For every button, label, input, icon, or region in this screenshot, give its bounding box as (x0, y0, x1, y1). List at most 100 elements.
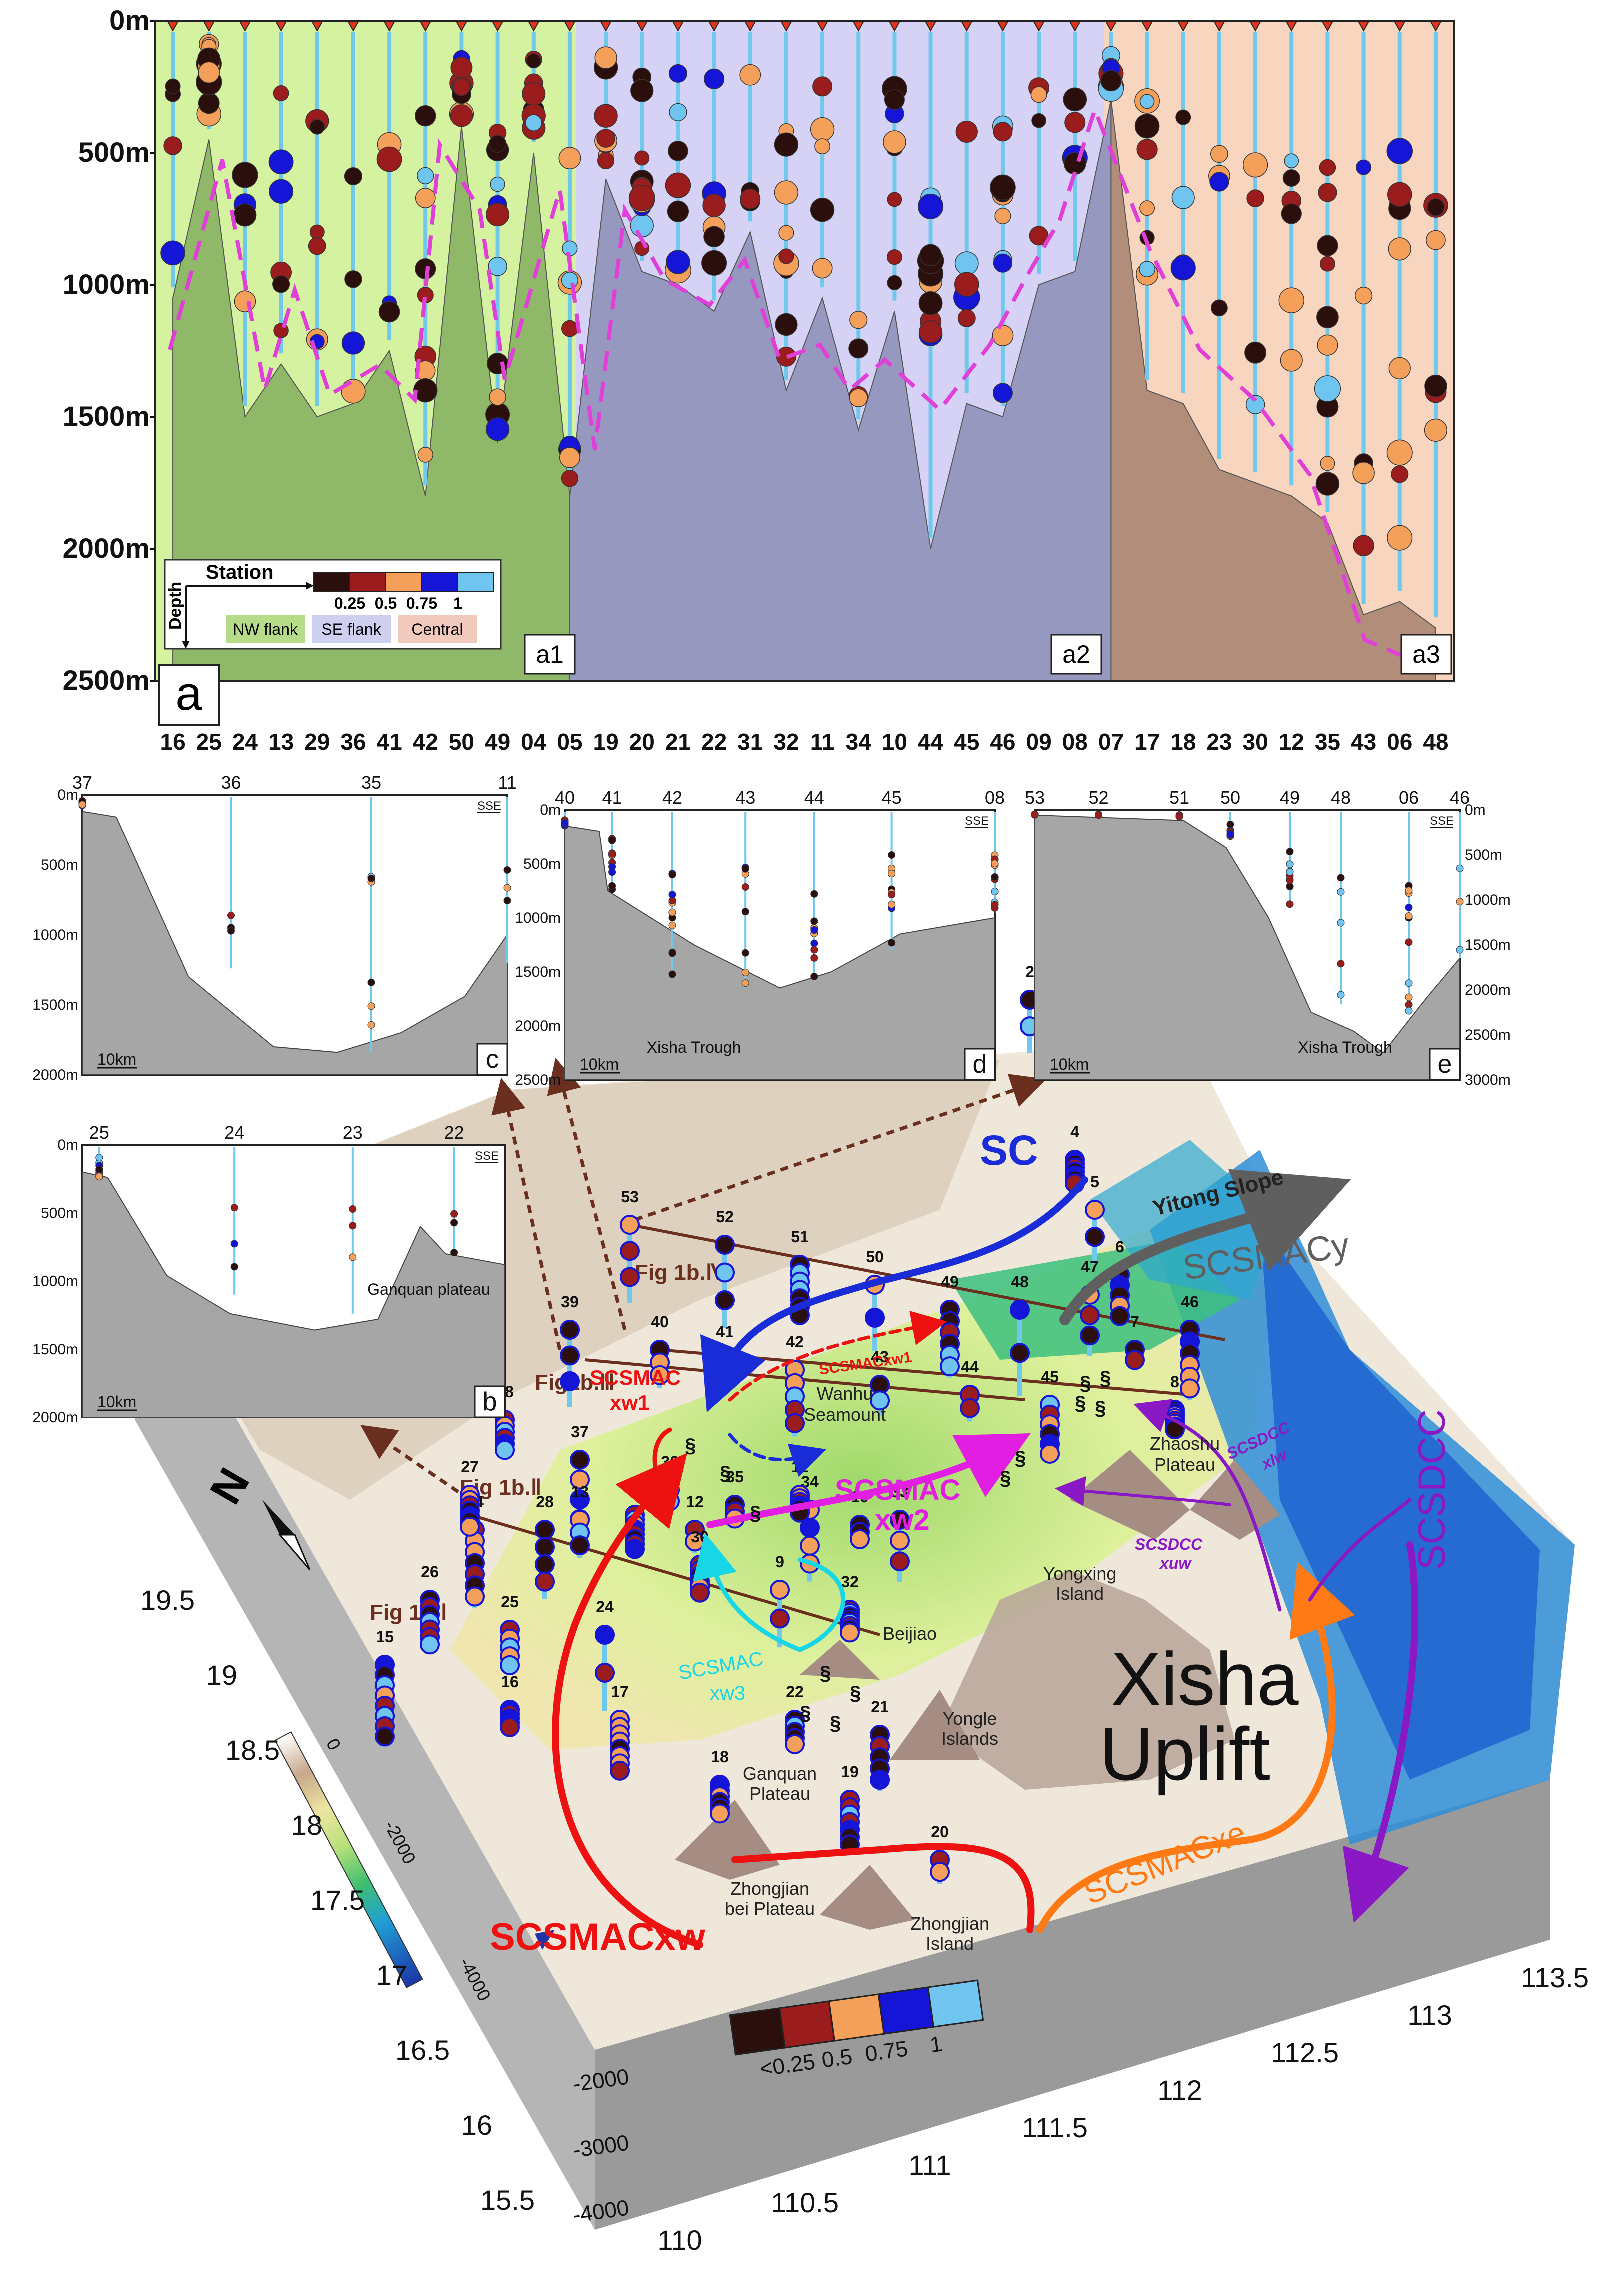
inset-seafloor (82, 1172, 506, 1418)
inset-sample (504, 897, 512, 905)
inset-sample (1031, 810, 1039, 818)
a-sample-point (992, 324, 1014, 346)
map-legend-swatch (927, 1980, 984, 2028)
map-title-uplift: Uplift (1100, 1712, 1270, 1796)
a-sample-point (272, 276, 290, 294)
a-station-label: 32 (774, 729, 799, 755)
a-sample-point (887, 275, 902, 290)
map-sample (570, 1490, 590, 1510)
inset-sample (888, 851, 896, 859)
legend-central (398, 615, 477, 643)
a-sample-point (1356, 160, 1372, 176)
a-sample-point (1211, 300, 1228, 317)
inset-depth-label: 3000m (1465, 1072, 1511, 1088)
a-station-label: 49 (485, 729, 510, 755)
inset-sample (349, 1254, 357, 1262)
a-sample-point (1424, 374, 1448, 398)
a-sample-point (667, 200, 690, 222)
map-sample (715, 1262, 735, 1283)
a-sample-point (887, 192, 902, 208)
a-sample-point (1387, 525, 1413, 551)
a-station-marker (924, 22, 937, 32)
a-sample-point (740, 64, 762, 86)
a-station-label: 46 (990, 729, 1016, 755)
a-station-label: 30 (1242, 729, 1268, 755)
a-sample-point (1210, 172, 1230, 192)
a-station-marker (1033, 22, 1045, 32)
inset-scale-bar: 10km (98, 1393, 136, 1411)
map-station-label: 13 (571, 1483, 589, 1501)
a-sample-point (668, 141, 688, 162)
inset-sample (742, 883, 750, 891)
a-station-label: 25 (196, 729, 222, 755)
map-sample (500, 1655, 520, 1676)
a-sample-point (1353, 535, 1374, 556)
map-station-label: 28 (536, 1493, 554, 1511)
a-sample-point (774, 180, 799, 205)
map-station-label: 26 (421, 1563, 439, 1581)
a-sample-point (1172, 186, 1195, 210)
map-station-label: 53 (621, 1188, 639, 1206)
map-station-label: 6 (1116, 1238, 1124, 1256)
inset-sample (1286, 900, 1294, 908)
a-station-marker (636, 22, 648, 32)
map-station-label: 36 (661, 1453, 679, 1471)
a-station-marker (167, 22, 179, 32)
map-station-label: 30 (691, 1528, 709, 1546)
inset-sample (1337, 991, 1345, 999)
inset-sample (810, 940, 818, 948)
lat-tick: 16.5 (396, 2034, 450, 2066)
map-station-label: 35 (726, 1468, 744, 1486)
place-zhaoshu: Zhaoshu (1150, 1434, 1220, 1454)
a-sample-point (630, 79, 654, 102)
inset-depth-label: 1000m (32, 1274, 78, 1290)
a-station-marker (600, 22, 612, 32)
map-station-label: 18 (711, 1748, 729, 1766)
map-sample (770, 1580, 790, 1600)
a-sample-point (1354, 286, 1373, 305)
map-station-label: 15 (376, 1628, 394, 1646)
a-sample-point (1064, 152, 1086, 175)
a-legend-swatch (422, 572, 458, 592)
inset-depth-label: 1500m (32, 997, 78, 1014)
map-sample (535, 1554, 555, 1575)
inset-seafloor (1034, 814, 1460, 1080)
a-sample-point (1244, 342, 1266, 364)
inset-sample (608, 850, 616, 858)
inset-sample (450, 1249, 458, 1257)
a-sample-point (1136, 139, 1158, 160)
inset-depth-label: 1500m (32, 1342, 78, 1358)
a-sample-point (994, 208, 1012, 224)
a-sample-point (1210, 145, 1228, 164)
a-sample-point (378, 301, 400, 323)
map-station-label: 51 (791, 1228, 809, 1246)
a-sample-point (1317, 334, 1338, 356)
inset-station-label: 24 (224, 1122, 244, 1143)
a-seafloor-profile (1110, 100, 1436, 682)
inset-sample (668, 970, 676, 978)
inset-sample (810, 954, 818, 962)
a-sample-point (559, 447, 580, 468)
map-sample (960, 1398, 980, 1418)
map-sample (840, 1622, 860, 1643)
inset-station-label: 40 (555, 788, 575, 808)
place-wanhu: Wanhu (817, 1384, 874, 1404)
svg-text:SE flank: SE flank (322, 620, 382, 638)
inset-station-label: 43 (736, 788, 756, 808)
a-station-label: 29 (304, 729, 330, 755)
a-station-label: 31 (738, 729, 763, 755)
a-station-label: 19 (593, 729, 618, 755)
map-sample (800, 1536, 820, 1556)
inset-sample (742, 908, 750, 916)
lon-tick: 111 (908, 2150, 951, 2181)
a-sample-point (596, 129, 616, 148)
place-zhongjian-bei: Zhongjian (730, 1878, 810, 1899)
a-sample-point (160, 240, 186, 266)
inset-depth-label: 500m (41, 1205, 78, 1222)
a-station-label: 35 (1315, 729, 1340, 755)
a-sample-point (488, 256, 508, 276)
a-sample-point (1320, 256, 1336, 272)
map-legend-swatch (729, 2008, 786, 2056)
inset-sample (1405, 938, 1413, 946)
map-color-legend: <0.25 0.5 0.75 1 (729, 1980, 984, 2082)
